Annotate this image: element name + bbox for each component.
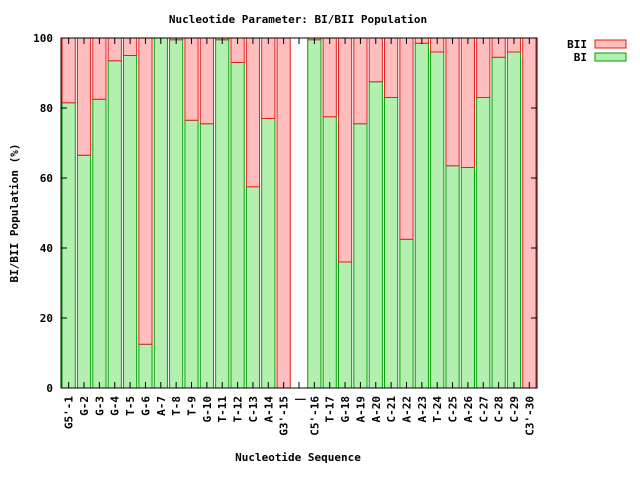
x-tick-label: A-26 — [462, 396, 475, 423]
x-tick-label: T-24 — [431, 396, 444, 423]
x-tick-label: G-6 — [139, 396, 152, 416]
x-tick-label: A-20 — [370, 396, 383, 423]
x-tick-label: C3'-30 — [523, 396, 536, 436]
x-tick-label: T-8 — [170, 396, 183, 416]
x-tick-label: T-12 — [232, 396, 245, 423]
x-tick-label: G-3 — [93, 396, 106, 416]
legend-label: BII — [567, 38, 587, 51]
x-tick-label: A-14 — [262, 396, 275, 423]
bar-bi — [460, 167, 476, 389]
x-tick-label: G5'-1 — [63, 396, 76, 429]
x-tick-label: G-10 — [201, 396, 214, 423]
bar-bi — [476, 97, 491, 389]
bar-bi — [506, 51, 522, 389]
bar-bi — [169, 39, 184, 389]
bar-bii — [368, 37, 383, 83]
bar-bi — [138, 343, 153, 389]
y-axis-label: BI/BII Population (%) — [8, 143, 21, 282]
bar-bi — [414, 42, 429, 389]
x-tick-label: G-2 — [78, 396, 91, 416]
bar-bi — [384, 97, 399, 389]
x-tick-label: C-29 — [508, 396, 521, 423]
bar-bi — [399, 238, 414, 389]
x-tick-label: C5'-16 — [308, 396, 321, 436]
y-tick-label: 20 — [40, 312, 53, 325]
x-tick-label: T-9 — [186, 396, 199, 416]
chart-title: Nucleotide Parameter: BI/BII Population — [169, 13, 427, 26]
bar-bii — [445, 37, 460, 167]
bar-bii — [184, 37, 199, 121]
bar-bi — [215, 39, 230, 389]
x-tick-label: T-17 — [324, 396, 337, 423]
bar-bi — [184, 119, 199, 389]
x-tick-label: G3'-15 — [278, 396, 291, 436]
y-tick-label: 0 — [46, 382, 53, 395]
x-tick-label: G-18 — [339, 396, 352, 423]
bar-bi — [122, 55, 138, 389]
x-tick-label: T-11 — [216, 396, 229, 423]
bar-bi — [307, 39, 322, 389]
bar-bii — [261, 37, 276, 119]
x-tick-label: | — [293, 396, 306, 403]
bar-bii — [76, 37, 92, 156]
y-tick-label: 80 — [40, 102, 53, 115]
bar-bii — [353, 37, 368, 125]
x-axis-label: Nucleotide Sequence — [235, 451, 361, 464]
bar-bi — [445, 165, 460, 389]
bar-bi — [199, 123, 214, 389]
bar-bi — [337, 261, 353, 389]
x-tick-label: A-22 — [400, 396, 413, 423]
bar-bi — [322, 116, 337, 389]
x-tick-label: A-23 — [416, 396, 429, 423]
bar-bii — [322, 37, 337, 118]
bar-bii — [199, 37, 214, 125]
legend-swatch — [594, 52, 627, 62]
bar-bi — [153, 37, 168, 389]
bar-bii — [460, 37, 476, 168]
x-tick-label: T-5 — [124, 396, 137, 416]
y-tick-label: 100 — [33, 32, 53, 45]
bar-bii — [138, 37, 153, 345]
bar-bi — [491, 56, 506, 389]
x-tick-label: A-7 — [155, 396, 168, 416]
x-tick-label: C-28 — [493, 396, 506, 423]
bar-bi — [76, 154, 92, 389]
bars-layer — [61, 37, 537, 389]
bar-bii — [476, 37, 491, 98]
bar-bii — [399, 37, 414, 240]
bar-bii — [522, 37, 537, 389]
y-tick-label: 40 — [40, 242, 53, 255]
legend-label: BI — [574, 51, 587, 64]
x-tick-label: G-4 — [109, 396, 122, 416]
x-tick-label: C-25 — [447, 396, 460, 423]
x-tick-label: A-19 — [354, 396, 367, 423]
x-tick-label: C-21 — [385, 396, 398, 423]
bar-bii — [245, 37, 261, 188]
legend-swatch — [594, 39, 627, 49]
bar-bi — [230, 62, 245, 389]
bar-bi — [245, 186, 261, 389]
bar-bi — [368, 81, 383, 389]
bar-bi — [61, 102, 76, 389]
x-tick-label: C-27 — [477, 396, 490, 423]
bar-bii — [384, 37, 399, 98]
bar-bi — [107, 60, 122, 389]
bar-bii — [92, 37, 107, 100]
bar-bii — [276, 37, 291, 389]
y-tick-label: 60 — [40, 172, 53, 185]
bar-bi — [92, 98, 107, 389]
x-tick-label: C-13 — [247, 396, 260, 423]
bar-bi — [430, 51, 445, 389]
bar-bii — [61, 37, 76, 104]
bar-bii — [337, 37, 353, 263]
bar-bi — [261, 118, 276, 389]
bar-bi — [353, 123, 368, 389]
